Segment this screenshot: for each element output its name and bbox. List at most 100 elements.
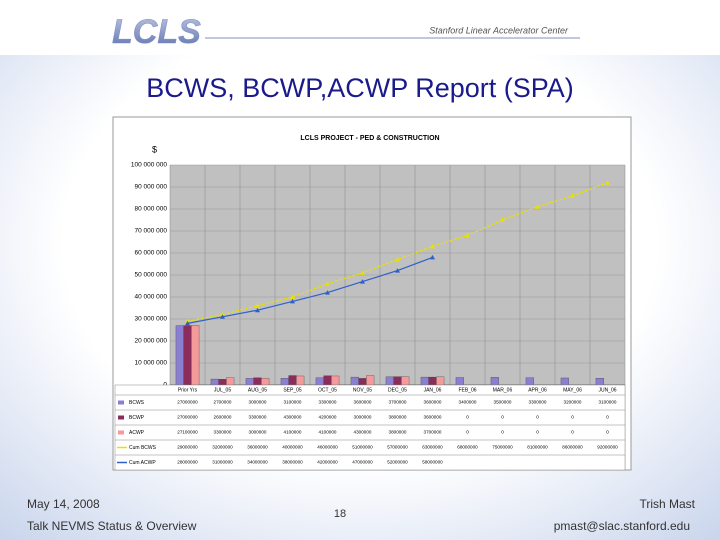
table-cell: 27000000 [177, 415, 198, 420]
table-cell: 4300000 [354, 430, 372, 435]
table-cell: 3700000 [389, 400, 407, 405]
legend-label: Cum BCWS [129, 445, 157, 451]
bar [226, 377, 235, 386]
logo: LCLS [112, 13, 201, 51]
bar [175, 325, 184, 386]
line-marker [360, 279, 365, 284]
table-cell: 28000000 [177, 460, 198, 465]
table-cell: 42000000 [317, 460, 338, 465]
table-cell: 92000000 [597, 445, 618, 450]
line-marker [325, 290, 330, 295]
table-cell: 63000000 [422, 445, 443, 450]
table-cell: 3600000 [424, 400, 442, 405]
table-cell: 32000000 [212, 445, 233, 450]
legend-label: ACWP [129, 430, 145, 436]
table-cell: 0 [536, 415, 539, 420]
chart-title: LCLS PROJECT - PED & CONSTRUCTION [300, 135, 439, 142]
x-tick-label: APR_06 [528, 387, 547, 393]
table-cell: 58000000 [422, 460, 443, 465]
table-cell: 3000000 [354, 415, 372, 420]
table-cell: 0 [466, 430, 469, 435]
footer-author: Trish Mast [639, 497, 695, 511]
bar [455, 377, 464, 386]
line-marker [570, 193, 575, 198]
line-marker [500, 217, 505, 222]
table-cell: 3300000 [319, 400, 337, 405]
table-cell: 40000000 [282, 445, 303, 450]
y-tick-label: 50 000 000 [134, 272, 167, 279]
table-cell: 4100000 [284, 430, 302, 435]
x-tick-label: AUG_05 [248, 387, 267, 393]
table-cell: 68000000 [457, 445, 478, 450]
bar [261, 378, 270, 386]
table-cell: 2600000 [214, 415, 232, 420]
x-tick-label: NOV_05 [353, 387, 372, 393]
line-marker [220, 314, 225, 319]
bar [218, 379, 227, 386]
y-axis-label: $ [152, 144, 157, 154]
table-cell: 3700000 [424, 430, 442, 435]
line-marker [430, 254, 435, 260]
table-cell: 36000000 [247, 445, 268, 450]
bar [401, 376, 410, 386]
bar [315, 377, 324, 386]
line-marker [255, 303, 260, 308]
table-cell: 4300000 [284, 415, 302, 420]
legend-key [118, 400, 124, 405]
x-tick-label: MAY_06 [563, 387, 582, 393]
line [187, 256, 433, 324]
table-cell: 4100000 [319, 430, 337, 435]
x-tick-label: JUN_06 [598, 387, 616, 393]
x-tick-label: FEB_06 [458, 387, 476, 393]
line-marker [465, 232, 470, 238]
table-cell: 0 [501, 430, 504, 435]
table-cell: 29000000 [177, 445, 198, 450]
table-cell: 81000000 [527, 445, 548, 450]
table-cell: 4200000 [319, 415, 337, 420]
legend-label: Cum ACWP [129, 460, 156, 466]
legend-key [118, 415, 124, 420]
bar [296, 375, 305, 386]
x-tick-label: Prior Yrs [178, 387, 198, 393]
bar [183, 325, 192, 386]
x-tick-label: JUL_05 [214, 387, 231, 393]
table-cell: 57000000 [387, 445, 408, 450]
table-cell: 3000000 [249, 430, 267, 435]
line-marker [395, 257, 400, 262]
table-cell: 3200000 [564, 400, 582, 405]
table-cell: 31000000 [212, 460, 233, 465]
table-cell: 3100000 [284, 400, 302, 405]
bar [358, 378, 367, 386]
table-cell: 3300000 [214, 430, 232, 435]
bar [420, 376, 429, 386]
table-cell: 38000000 [282, 460, 303, 465]
x-tick-label: OCT_05 [318, 387, 337, 393]
table-cell: 34000000 [247, 460, 268, 465]
y-tick-label: 60 000 000 [134, 250, 167, 257]
table-cell: 52000000 [387, 460, 408, 465]
bar [253, 377, 262, 386]
line-marker [325, 281, 330, 286]
y-tick-label: 20 000 000 [134, 338, 167, 345]
page-number: 18 [334, 508, 346, 520]
table-cell: 46000000 [317, 445, 338, 450]
bar [323, 375, 332, 386]
bar [393, 376, 402, 386]
table-cell: 75000000 [492, 445, 513, 450]
bar [331, 375, 340, 386]
bar [385, 376, 394, 386]
table-cell: 3400000 [459, 400, 477, 405]
org-name: Stanford Linear Accelerator Center [429, 25, 569, 35]
bar [428, 376, 437, 386]
table-cell: 0 [606, 430, 609, 435]
line-marker [535, 204, 540, 209]
bar [366, 375, 375, 386]
bar [191, 325, 200, 386]
header-band [0, 0, 720, 55]
table-cell: 0 [606, 415, 609, 420]
table-cell: 86000000 [562, 445, 583, 450]
y-tick-label: 70 000 000 [134, 228, 167, 235]
bar [288, 375, 297, 386]
table-cell: 47000000 [352, 460, 373, 465]
line-marker [255, 307, 260, 313]
